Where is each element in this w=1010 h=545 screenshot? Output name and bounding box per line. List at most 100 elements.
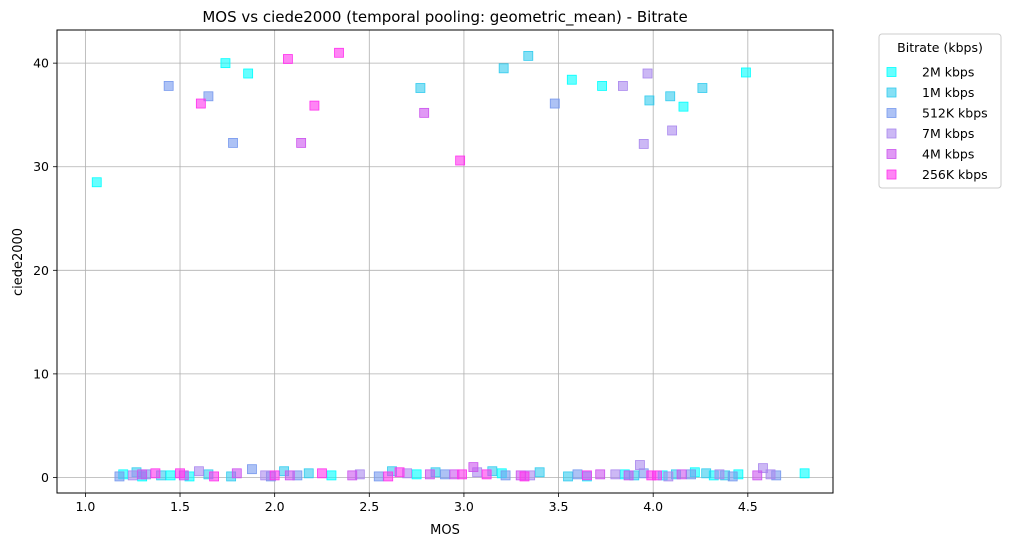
data-point — [303, 468, 314, 479]
data-point — [137, 469, 148, 480]
x-tick-label: 1.0 — [75, 499, 95, 514]
data-point — [623, 470, 634, 481]
legend-marker — [886, 149, 897, 159]
data-point — [127, 470, 138, 481]
legend-label: 7M kbps — [922, 126, 974, 141]
x-tick-label: 3.5 — [549, 499, 569, 514]
y-tick-label: 20 — [33, 263, 49, 278]
data-point — [284, 470, 295, 481]
data-point — [468, 462, 479, 473]
data-point — [424, 469, 435, 480]
data-point — [523, 50, 534, 61]
y-axis-label: ciede2000 — [11, 228, 26, 296]
data-point — [455, 155, 466, 166]
legend-frame — [878, 33, 1002, 189]
legend-label: 1M kbps — [922, 85, 974, 100]
data-point — [247, 464, 257, 475]
data-point — [686, 469, 696, 480]
legend-label: 4M kbps — [922, 147, 974, 162]
data-point — [534, 467, 545, 478]
ticks-layer: 1.0 1.5 2.0 2.5 3.0 3.5 4.0 4.5 0 10 20 30 40 — [33, 56, 758, 514]
legend-label: 512K kbps — [922, 106, 988, 121]
data-point — [765, 469, 776, 480]
data-point — [163, 81, 174, 91]
data-point — [667, 125, 678, 136]
data-point — [194, 466, 204, 477]
data-point — [727, 471, 738, 482]
data-point — [419, 107, 430, 118]
legend-items: 2M kbps 1M kbps 512K kbps 7M kbps 4M kbps 256… — [886, 65, 988, 182]
data-point — [635, 460, 645, 470]
x-tick-label: 1.5 — [170, 499, 190, 514]
data-point — [758, 463, 768, 474]
data-point — [415, 83, 426, 93]
y-tick-label: 30 — [33, 159, 49, 174]
data-point — [317, 468, 327, 479]
data-point — [165, 470, 176, 481]
data-point — [283, 54, 293, 64]
data-point — [644, 95, 655, 106]
data-point — [549, 98, 560, 109]
data-point — [309, 100, 320, 111]
data-point — [481, 469, 492, 480]
data-point — [676, 469, 687, 480]
x-tick-label: 4.0 — [643, 499, 663, 514]
data-point — [741, 67, 751, 78]
data-point — [597, 81, 607, 91]
x-tick-label: 3.0 — [454, 499, 474, 514]
data-point — [175, 468, 185, 479]
data-point — [220, 58, 231, 69]
data-point — [326, 470, 337, 481]
data-point — [500, 470, 511, 481]
grid-layer — [57, 30, 833, 493]
data-point — [91, 177, 102, 188]
legend: Bitrate (kbps) 2M kbps 1M kbps 512K kbps 7M… — [878, 33, 1002, 189]
data-point — [563, 471, 573, 482]
data-point — [260, 470, 271, 481]
data-point — [209, 471, 219, 482]
data-point — [150, 468, 161, 479]
data-point — [334, 47, 344, 58]
data-point — [296, 138, 307, 148]
data-point — [383, 471, 394, 482]
x-tick-label: 2.0 — [265, 499, 285, 514]
data-point — [203, 91, 214, 102]
data-points-layer — [91, 47, 810, 482]
x-axis-label: MOS — [430, 523, 460, 538]
data-point — [701, 468, 712, 479]
data-point — [638, 139, 649, 149]
legend-label: 2M kbps — [922, 65, 974, 80]
legend-marker — [886, 87, 897, 98]
legend-label: 256K kbps — [922, 167, 988, 182]
data-point — [347, 470, 358, 481]
data-point — [373, 471, 384, 482]
y-tick-label: 40 — [33, 56, 49, 71]
data-point — [231, 468, 242, 479]
data-point — [411, 469, 422, 480]
legend-title: Bitrate (kbps) — [897, 40, 983, 55]
x-tick-label: 4.5 — [738, 499, 758, 514]
data-point — [498, 63, 509, 74]
data-point — [582, 470, 592, 481]
data-point — [665, 91, 676, 102]
data-point — [799, 468, 810, 479]
data-point — [652, 470, 662, 481]
data-point — [752, 470, 763, 481]
data-point — [678, 101, 689, 112]
data-point — [595, 469, 606, 480]
data-point — [457, 469, 467, 480]
legend-marker — [886, 128, 897, 139]
legend-marker — [886, 108, 897, 118]
data-point — [228, 138, 238, 148]
y-tick-label: 10 — [33, 366, 49, 381]
legend-marker — [886, 67, 897, 77]
data-point — [618, 81, 628, 91]
x-tick-label: 2.5 — [359, 499, 379, 514]
data-point — [714, 469, 725, 480]
data-point — [269, 470, 280, 481]
data-point — [572, 469, 583, 480]
data-point — [440, 469, 450, 480]
chart-title: MOS vs ciede2000 (temporal pooling: geom… — [202, 8, 687, 27]
data-point — [566, 74, 577, 85]
